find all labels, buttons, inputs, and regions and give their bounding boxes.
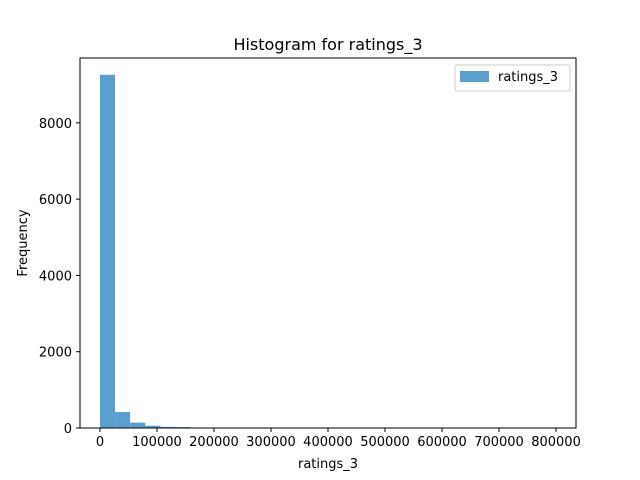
histogram-bar	[160, 426, 176, 428]
y-tick-label: 2000	[39, 346, 72, 361]
x-axis-label: ratings_3	[298, 457, 358, 472]
legend-entry: ratings_3	[498, 70, 558, 85]
x-tick-label: 400000	[303, 435, 353, 450]
histogram-bar	[130, 422, 146, 428]
y-tick-label: 6000	[39, 193, 72, 208]
y-tick-label: 4000	[39, 269, 72, 284]
x-tick-label: 700000	[474, 435, 524, 450]
y-tick-label: 8000	[39, 117, 72, 132]
histogram-bar	[115, 411, 131, 428]
x-tick-label: 0	[96, 435, 104, 450]
x-tick-label: 200000	[189, 435, 239, 450]
y-axis-label: Frequency	[16, 209, 31, 276]
y-tick-label: 0	[64, 422, 72, 437]
x-tick-label: 600000	[417, 435, 467, 450]
bars-group	[99, 74, 554, 428]
x-axis-ticks: 0 100000 200000 300000 400000 500000 600000 700…	[96, 428, 581, 450]
x-tick-label: 300000	[246, 435, 296, 450]
y-axis-ticks: 0 2000 4000 6000 8000	[39, 117, 80, 437]
legend-swatch	[460, 71, 489, 82]
histogram-bar	[145, 425, 161, 428]
histogram-bar	[99, 74, 116, 428]
x-tick-label: 800000	[531, 435, 581, 450]
x-tick-label: 500000	[360, 435, 410, 450]
chart-title: Histogram for ratings_3	[233, 35, 422, 55]
x-tick-label: 100000	[132, 435, 182, 450]
legend: ratings_3	[454, 64, 571, 92]
